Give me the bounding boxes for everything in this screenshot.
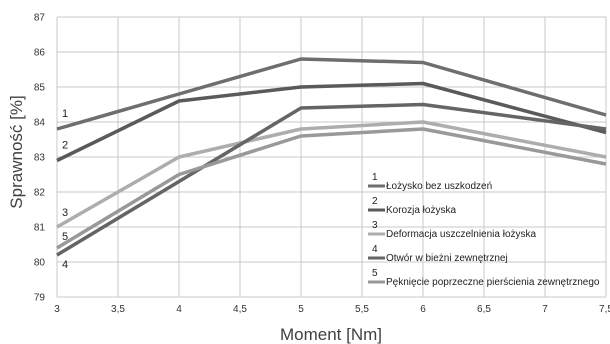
legend-label: Korozja łożyska — [386, 205, 456, 216]
legend-label: Pęknięcie poprzeczne pierścienia zewnętr… — [386, 277, 600, 288]
series-tag-4: 4 — [62, 259, 68, 271]
series-tag-3: 3 — [62, 207, 68, 219]
y-tick-label: 86 — [34, 48, 46, 59]
x-tick-label: 3,5 — [111, 304, 125, 315]
series-lines — [56, 57, 607, 257]
x-axis-label: Moment [Nm] — [280, 325, 382, 344]
y-tick-label: 81 — [34, 223, 46, 234]
x-tick-label: 6 — [420, 304, 426, 315]
tick-labels: 3 3,5 4 4,5 5 5,5 6 6,5 7 7,5 79 80 81 82 83 84 85 86 87 — [34, 13, 610, 316]
x-tick-label: 5,5 — [355, 304, 369, 315]
series-tag-5: 5 — [62, 231, 68, 243]
legend-number: 1 — [372, 172, 378, 183]
y-tick-label: 79 — [34, 293, 46, 304]
series-line-3 — [56, 120, 607, 229]
legend: 1 Łożysko bez uszkodzeń 2 Korozja łożyska 3D… — [368, 172, 600, 288]
y-tick-label: 82 — [34, 188, 46, 199]
series-line-5 — [56, 127, 607, 250]
legend-number: 2 — [372, 196, 378, 207]
y-axis-label: Sprawność [%] — [7, 95, 26, 208]
x-tick-label: 7,5 — [599, 304, 610, 315]
series-line-4 — [56, 102, 607, 257]
x-tick-label: 4 — [176, 304, 182, 315]
y-tick-label: 87 — [34, 13, 46, 24]
x-tick-label: 4,5 — [233, 304, 247, 315]
y-tick-label: 84 — [34, 118, 46, 129]
series-line-1 — [56, 57, 607, 131]
series-line-2 — [56, 81, 607, 163]
y-tick-label: 80 — [34, 258, 46, 269]
x-tick-label: 3 — [54, 304, 60, 315]
series-tag-1: 1 — [62, 108, 68, 120]
legend-number: 5 — [372, 268, 378, 279]
legend-number: 3 — [372, 220, 378, 231]
legend-label: Otwór w bieżni zewnętrznej — [386, 253, 508, 264]
y-tick-label: 83 — [34, 153, 46, 164]
x-tick-label: 6,5 — [477, 304, 491, 315]
y-tick-label: 85 — [34, 83, 46, 94]
legend-label: Łożysko bez uszkodzeń — [386, 181, 492, 192]
x-tick-label: 5 — [298, 304, 304, 315]
legend-label: Deformacja uszczelnienia łożyska — [386, 229, 537, 240]
x-tick-label: 7 — [542, 304, 548, 315]
series-tag-2: 2 — [62, 140, 68, 152]
series-tags: 1 2 3 4 5 — [62, 108, 68, 271]
legend-number: 4 — [372, 244, 378, 255]
